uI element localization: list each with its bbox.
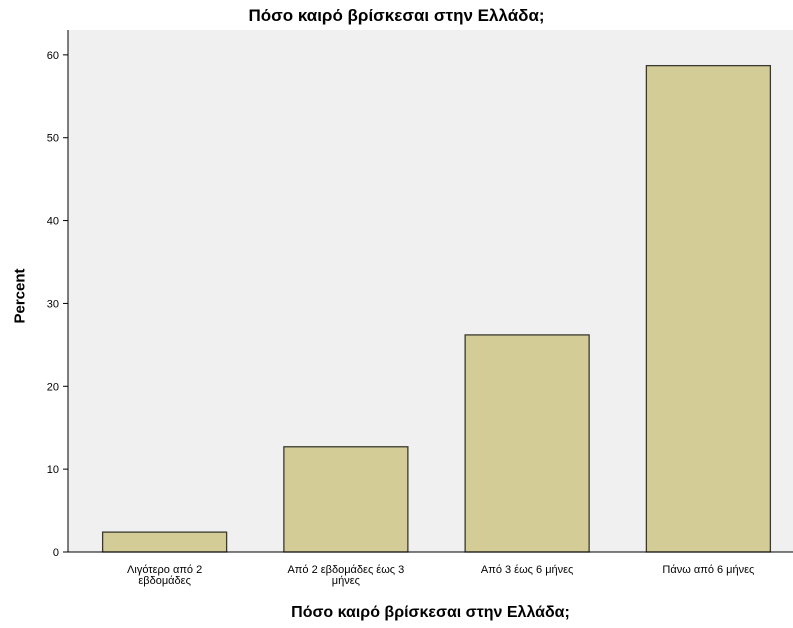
x-category-label-3: Πάνω από 6 μήνες (662, 564, 754, 576)
y-tick-label-3: 30 (47, 298, 59, 310)
x-category-label-2: Από 3 έως 6 μήνες (481, 564, 573, 576)
y-tick-label-5: 50 (47, 133, 59, 145)
bar-3 (645, 64, 772, 553)
chart-title: Πόσο καιρό βρίσκεσαι στην Ελλάδα; (248, 6, 545, 25)
y-tick-label-4: 40 (47, 216, 59, 228)
y-tick-label-1: 10 (47, 464, 59, 476)
y-tick-label-6: 60 (47, 50, 59, 62)
bar-1 (283, 446, 409, 553)
x-category-label-1: Από 2 εβδομάδες έως 3 μήνες (287, 564, 404, 587)
bar-0 (101, 531, 228, 553)
x-category-label-0: Λιγότερο από 2 εβδομάδες (127, 564, 202, 587)
x-axis-title: Πόσο καιρό βρίσκεσαι στην Ελλάδα; (291, 604, 570, 621)
bar-2 (464, 334, 590, 553)
y-axis-title: Percent (11, 268, 29, 324)
y-tick-label-0: 0 (53, 547, 59, 559)
y-tick-label-2: 20 (47, 381, 59, 393)
